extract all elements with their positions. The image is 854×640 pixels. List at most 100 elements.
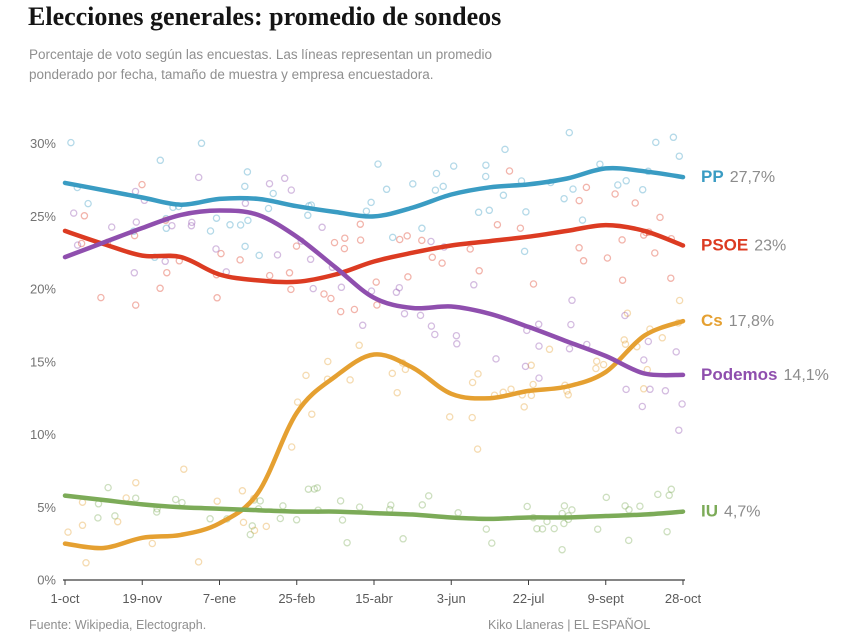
- poll-point-psoe: [395, 235, 404, 244]
- poll-point-iu: [488, 539, 496, 547]
- poll-point-pp: [304, 211, 312, 220]
- poll-point-podemos: [678, 400, 686, 408]
- poll-point-podemos: [427, 237, 435, 246]
- poll-point-podemos: [427, 322, 436, 330]
- poll-point-podemos: [392, 288, 401, 297]
- poll-point-iu: [560, 519, 568, 528]
- poll-point-podemos: [188, 218, 196, 227]
- poll-point-iu: [665, 491, 673, 500]
- poll-point-pp: [482, 161, 490, 169]
- poll-point-pp: [226, 221, 234, 229]
- poll-point-cs: [527, 361, 535, 370]
- poll-point-iu: [533, 524, 541, 533]
- poll-point-psoe: [327, 294, 335, 303]
- poll-point-iu: [171, 495, 180, 504]
- poll-point-cs: [262, 522, 271, 531]
- poll-point-iu: [246, 530, 255, 539]
- poll-point-podemos: [452, 331, 461, 340]
- poll-point-cs: [132, 478, 140, 487]
- poll-point-psoe: [428, 253, 437, 262]
- poll-point-iu: [131, 494, 140, 502]
- poll-point-podemos: [672, 348, 680, 356]
- poll-point-podemos: [661, 387, 670, 395]
- trend-line-cs: [62, 318, 686, 551]
- poll-point-pp: [439, 182, 447, 191]
- poll-point-pp: [197, 139, 206, 148]
- poll-point-pp: [241, 242, 249, 251]
- poll-point-cs: [64, 528, 72, 536]
- poll-point-psoe: [403, 232, 411, 240]
- poll-point-podemos: [675, 426, 683, 434]
- poll-point-pp: [501, 145, 509, 154]
- x-axis-tick-label: 15-abr: [355, 591, 393, 606]
- poll-point-podemos: [265, 179, 274, 188]
- poll-point-podemos: [306, 255, 315, 264]
- poll-point-podemos: [470, 281, 478, 289]
- series-label-iu: IU 4,7%: [701, 502, 760, 521]
- chart-subtitle: Porcentaje de voto según las encuestas. …: [29, 45, 492, 86]
- poll-point-iu: [568, 506, 576, 514]
- poll-point-iu: [279, 502, 287, 510]
- poll-point-iu: [625, 506, 633, 514]
- poll-point-pp: [362, 207, 371, 215]
- series-label-cs: Cs 17,8%: [701, 311, 774, 330]
- poll-point-cs: [194, 558, 203, 566]
- poll-point-pp: [614, 181, 622, 189]
- poll-point-podemos: [535, 374, 543, 382]
- poll-point-cs: [507, 385, 515, 393]
- poll-point-pp: [269, 189, 277, 198]
- credit-note: Kiko Llaneras | EL ESPAÑOL: [488, 618, 651, 632]
- poll-point-iu: [550, 524, 558, 533]
- poll-point-iu: [558, 545, 566, 554]
- poll-point-psoe: [163, 268, 171, 277]
- x-axis-tick-label: 22-jul: [513, 591, 545, 606]
- poll-point-iu: [624, 536, 633, 545]
- poll-point-podemos: [241, 199, 250, 208]
- poll-point-pp: [499, 191, 508, 200]
- poll-point-iu: [560, 502, 569, 510]
- poll-point-psoe: [80, 212, 89, 220]
- poll-point-podemos: [161, 257, 169, 266]
- x-axis-tick-label: 19-nov: [122, 591, 162, 606]
- poll-point-iu: [292, 516, 301, 524]
- poll-point-pp: [241, 182, 249, 191]
- poll-point-psoe: [97, 293, 105, 302]
- poll-point-podemos: [534, 320, 543, 329]
- poll-point-psoe: [285, 269, 294, 277]
- poll-point-cs: [82, 559, 90, 567]
- poll-point-cs: [623, 309, 632, 317]
- poll-point-iu: [593, 525, 602, 533]
- poll-point-cs: [545, 345, 554, 354]
- poll-point-iu: [178, 498, 186, 507]
- poll-point-pp: [409, 180, 417, 188]
- poll-point-podemos: [565, 344, 574, 353]
- poll-point-iu: [304, 485, 313, 493]
- poll-point-cs: [639, 385, 648, 393]
- poll-point-psoe: [618, 276, 627, 284]
- poll-point-podemos: [212, 245, 220, 253]
- poll-point-pp: [432, 169, 441, 178]
- poll-point-podemos: [521, 362, 530, 371]
- x-axis-tick-label: 25-feb: [278, 591, 315, 606]
- poll-point-iu: [654, 490, 662, 499]
- y-axis-tick-label: 30%: [30, 136, 56, 151]
- poll-point-cs: [468, 378, 477, 387]
- poll-point-pp: [243, 168, 252, 176]
- poll-point-pp: [162, 224, 171, 233]
- series-label-pp: PP 27,7%: [701, 167, 775, 186]
- poll-point-psoe: [656, 213, 664, 222]
- poll-point-cs: [621, 340, 630, 348]
- poll-point-podemos: [646, 385, 654, 394]
- subtitle-line-2: ponderado por fecha, tamaño de muestra y…: [29, 67, 434, 83]
- poll-point-cs: [302, 371, 310, 380]
- poll-point-psoe: [667, 274, 675, 282]
- poll-point-pp: [156, 156, 165, 165]
- poll-point-podemos: [568, 296, 576, 305]
- poll-point-pp: [474, 208, 483, 217]
- poll-point-iu: [94, 514, 102, 522]
- poll-point-podemos: [73, 241, 82, 249]
- poll-point-cs: [474, 370, 482, 378]
- poll-point-psoe: [213, 294, 221, 302]
- poll-point-podemos: [107, 223, 116, 231]
- poll-point-iu: [621, 502, 629, 510]
